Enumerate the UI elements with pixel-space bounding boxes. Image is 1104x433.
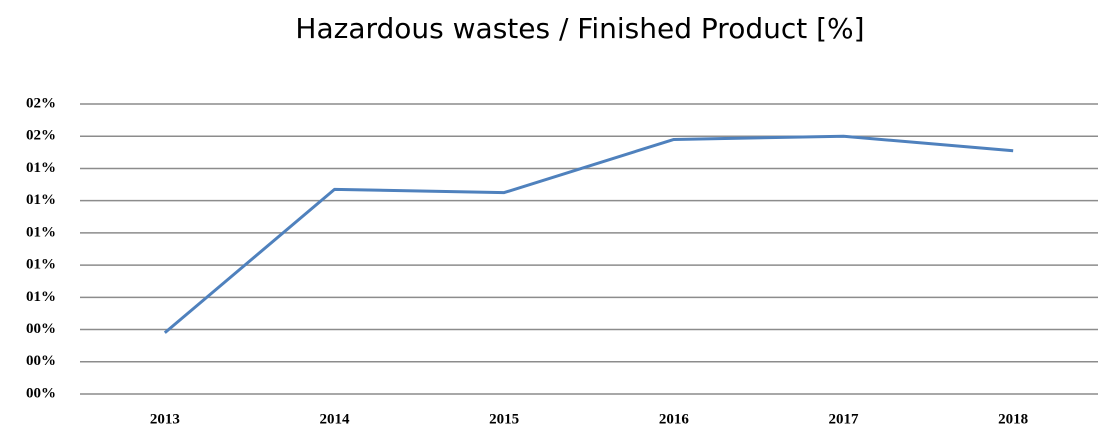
y-tick-label: 01% [26, 192, 56, 208]
x-tick-label: 2017 [829, 411, 860, 427]
y-tick-label: 00% [26, 353, 56, 369]
y-tick-label: 00% [26, 321, 56, 337]
chart-title: Hazardous wastes / Finished Product [%] [295, 12, 864, 45]
y-tick-label: 01% [26, 160, 56, 176]
y-tick-label: 01% [26, 257, 56, 273]
data-line [163, 134, 1014, 334]
y-tick-label: 02% [26, 95, 56, 111]
x-tick-label: 2015 [489, 411, 519, 427]
x-tick-label: 2016 [659, 411, 690, 427]
y-tick-label: 00% [26, 385, 56, 401]
x-tick-label: 2014 [320, 411, 351, 427]
y-tick-label: 01% [26, 224, 56, 240]
y-tick-label: 01% [26, 289, 56, 305]
x-tick-label: 2013 [150, 411, 180, 427]
y-tick-label: 02% [26, 128, 56, 144]
x-tick-label: 2018 [998, 411, 1028, 427]
